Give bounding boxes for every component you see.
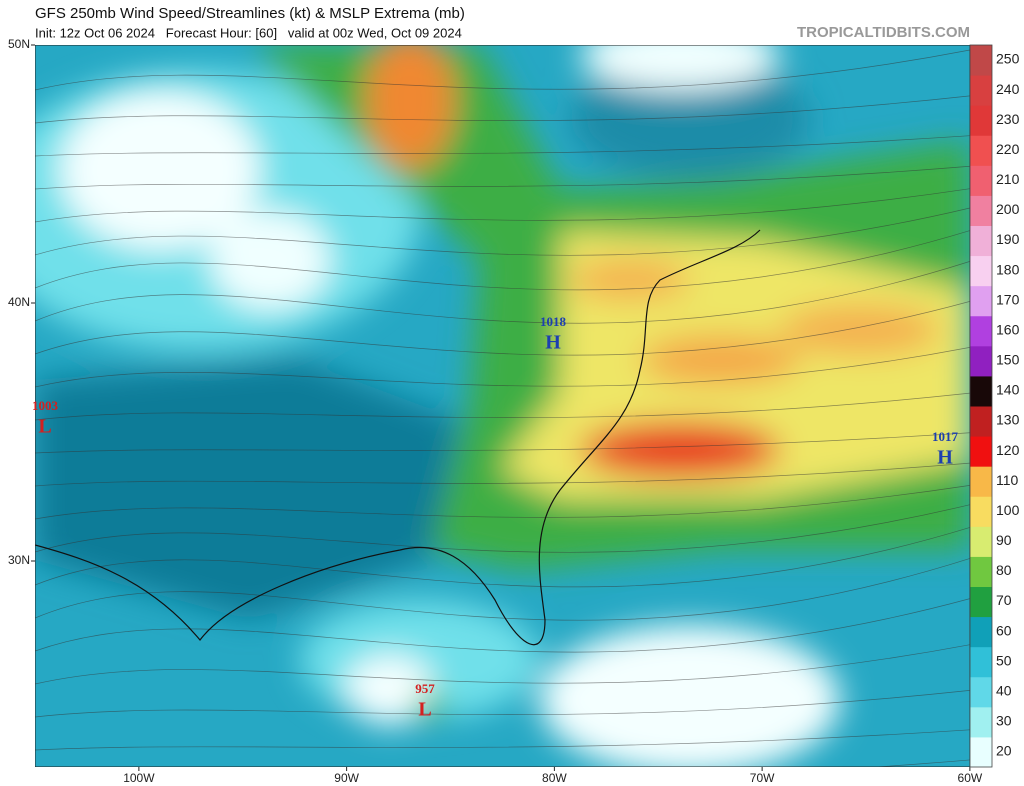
pressure-value: 1003 [32,398,59,413]
streamline [35,49,970,91]
streamline [35,207,970,256]
lon-label: 100W [123,771,155,785]
colorbar-label: 20 [996,743,1012,759]
subtitle: Init: 12z Oct 06 2024 Forecast Hour: [60… [35,25,462,40]
colorbar-band [970,135,992,166]
streamline [35,135,970,157]
lat-label: 40N [8,295,30,309]
pressure-value: 1017 [932,429,959,444]
lon-label: 80W [542,771,567,785]
streamline [35,527,970,588]
pressure-symbol: L [418,699,431,721]
colorbar-band [970,736,992,768]
colorbar-label: 200 [996,201,1020,217]
colorbar-label: 220 [996,141,1020,157]
colorbar-band [970,496,992,527]
colorbar-label: 120 [996,442,1020,458]
coastline [35,229,761,646]
colorbar-band [970,616,992,648]
pressure-symbol: H [937,447,953,469]
colorbar-band [970,75,992,106]
streamline [35,729,970,751]
colorbar-label: 110 [996,472,1019,488]
colorbar-label: 240 [996,81,1020,97]
colorbar-band [970,375,992,407]
lon-label: 60W [958,771,983,785]
streamline [35,188,970,223]
colorbar-band [970,165,992,196]
lon-label: 90W [334,771,359,785]
colorbar-band [970,105,992,136]
colorbar-band [970,315,992,347]
colorbar-band [970,466,992,497]
colorbar-band [970,646,992,678]
colorbar-label: 230 [996,111,1020,127]
streamline [35,230,970,291]
colorbar-label: 70 [996,592,1012,608]
pressure-value: 957 [415,681,435,696]
streamline [35,432,970,454]
colorbar-label: 130 [996,412,1020,428]
colorbar-label: 170 [996,291,1020,307]
streamline [35,462,970,487]
colorbar-label: 140 [996,382,1020,398]
colorbar-band [970,706,992,738]
colorbar-label: 100 [996,502,1020,518]
lat-label: 50N [8,37,30,51]
streamline [35,644,970,685]
colorbar-band [970,406,992,437]
colorbar-band [970,285,992,317]
streamline [35,261,970,324]
colorbar-band [970,586,992,618]
colorbar-band [970,225,992,257]
streamline [35,690,970,718]
colorbar-label: 250 [996,51,1020,67]
brand: TROPICALTIDBITS.COM [797,24,970,41]
colorbar-band [970,436,992,467]
colorbar-band [970,255,992,287]
colorbar-label: 50 [996,652,1012,668]
lon-label: 70W [750,771,775,785]
colorbar-frame [969,44,993,768]
colorbar-label: 150 [996,352,1020,368]
pressure-symbol: H [545,332,561,354]
colorbar-label: 80 [996,562,1012,578]
pressure-symbol: L [38,416,51,438]
streamline [35,598,970,653]
streamline [35,301,970,356]
colorbar-label: 180 [996,261,1020,277]
colorbar-label: 160 [996,321,1020,337]
colorbar-label: 90 [996,532,1012,548]
streamline [35,558,970,621]
colorbar-label: 40 [996,682,1012,698]
colorbar-label: 60 [996,622,1012,638]
colorbar-label: 30 [996,713,1012,729]
colorbar-band [970,345,992,377]
streamline [35,504,970,553]
streamline [35,392,970,421]
title: GFS 250mb Wind Speed/Streamlines (kt) & … [35,5,465,22]
map-area [35,45,970,767]
streamline [35,95,970,124]
colorbar-band [970,526,992,557]
colorbar-band [970,45,992,76]
colorbar-band [970,195,992,226]
colorbar-band [970,556,992,587]
pressure-value: 1018 [540,314,567,329]
streamline [35,485,970,520]
wind-field [35,45,970,767]
colorbar-band [970,676,992,708]
streamline [35,165,970,190]
colorbar-label: 190 [996,231,1020,247]
colorbar-label: 210 [996,171,1020,187]
streamline [35,346,970,388]
lat-label: 30N [8,553,30,567]
streamlines [35,49,970,767]
